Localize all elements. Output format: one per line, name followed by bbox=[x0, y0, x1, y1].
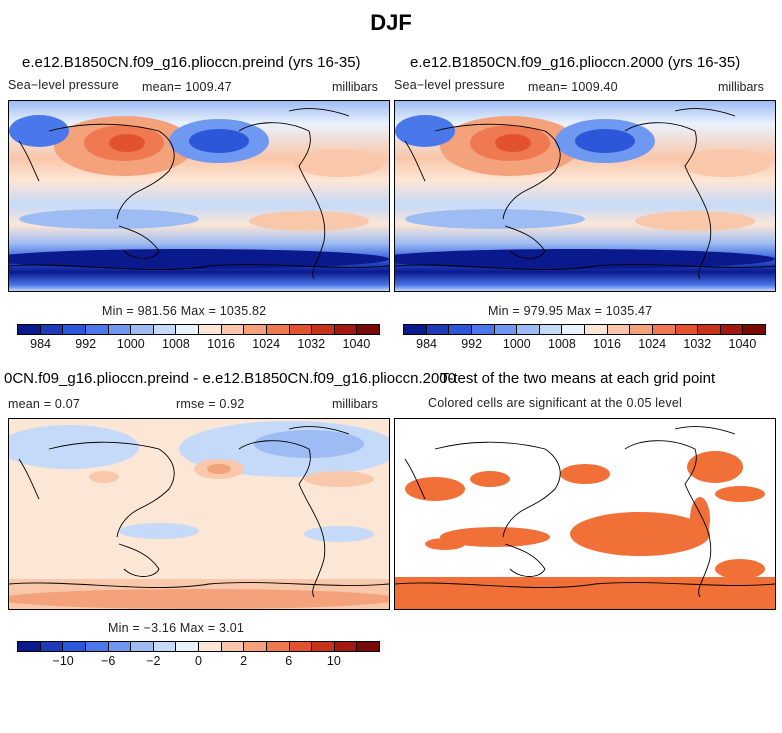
colorbar-box bbox=[199, 642, 222, 651]
panel3-units: millibars bbox=[332, 397, 378, 411]
panel1-title: e.e12.B1850CN.f09_g16.plioccn.preind (yr… bbox=[22, 54, 361, 71]
colorbar-tick-label: 1032 bbox=[297, 337, 326, 351]
panel2-colorbar bbox=[403, 324, 766, 335]
colorbar-box bbox=[221, 642, 245, 651]
panel3-mean: mean = 0.07 bbox=[8, 397, 81, 411]
colorbar-box bbox=[221, 325, 245, 334]
colorbar-tick-label: 1040 bbox=[342, 337, 371, 351]
colorbar-box bbox=[743, 325, 765, 334]
colorbar-box bbox=[585, 325, 608, 334]
colorbar-box bbox=[675, 325, 699, 334]
colorbar-box bbox=[607, 325, 631, 334]
colorbar-box bbox=[40, 325, 64, 334]
colorbar-box bbox=[153, 325, 177, 334]
panel1-variable: Sea−level pressure bbox=[8, 78, 119, 92]
panel3-title: 0CN.f09_g16.plioccn.preind - e.e12.B1850… bbox=[4, 370, 456, 387]
colorbar-tick-label: 0 bbox=[195, 654, 202, 668]
panel1-units: millibars bbox=[332, 80, 378, 94]
colorbar-box bbox=[176, 642, 199, 651]
colorbar-tick-label: 2 bbox=[240, 654, 248, 668]
colorbar-tick-label: 984 bbox=[416, 337, 437, 351]
panel1-mean: mean= 1009.47 bbox=[142, 80, 232, 94]
panel2-variable: Sea−level pressure bbox=[394, 78, 505, 92]
colorbar-box bbox=[517, 325, 540, 334]
colorbar-box bbox=[85, 642, 109, 651]
panel4-map bbox=[394, 418, 776, 610]
colorbar-tick-label: 10 bbox=[326, 654, 341, 668]
colorbar-box bbox=[18, 642, 41, 651]
panel3-rmse: rmse = 0.92 bbox=[176, 397, 245, 411]
panel4-subtitle: Colored cells are significant at the 0.0… bbox=[428, 396, 682, 410]
colorbar-box bbox=[312, 325, 335, 334]
figure-title: DJF bbox=[370, 10, 412, 35]
colorbar-tick-label: 6 bbox=[285, 654, 293, 668]
colorbar-box bbox=[63, 325, 86, 334]
colorbar-box bbox=[334, 642, 358, 651]
colorbar-box bbox=[40, 642, 64, 651]
colorbar-box bbox=[199, 325, 222, 334]
colorbar-box bbox=[426, 325, 450, 334]
panel2-minmax: Min = 979.95 Max = 1035.47 bbox=[488, 304, 653, 318]
colorbar-tick-label: 1024 bbox=[638, 337, 667, 351]
colorbar-box bbox=[357, 642, 379, 651]
colorbar-box bbox=[630, 325, 653, 334]
colorbar-tick-label: −2 bbox=[146, 654, 161, 668]
panel3-map bbox=[8, 418, 390, 610]
colorbar-tick-label: −10 bbox=[52, 654, 74, 668]
colorbar-box bbox=[312, 642, 335, 651]
colorbar-box bbox=[289, 642, 313, 651]
colorbar-box bbox=[471, 325, 495, 334]
panel3-minmax: Min = −3.16 Max = 3.01 bbox=[108, 621, 245, 635]
colorbar-box bbox=[266, 642, 290, 651]
colorbar-tick-label: 984 bbox=[30, 337, 51, 351]
colorbar-tick-label: 1016 bbox=[207, 337, 235, 351]
colorbar-box bbox=[494, 325, 518, 334]
colorbar-box bbox=[698, 325, 721, 334]
colorbar-box bbox=[334, 325, 358, 334]
colorbar-tick-label: 992 bbox=[75, 337, 97, 351]
colorbar-tick-label: −6 bbox=[101, 654, 116, 668]
colorbar-box bbox=[289, 325, 313, 334]
panel1-minmax: Min = 981.56 Max = 1035.82 bbox=[102, 304, 267, 318]
colorbar-box bbox=[652, 325, 676, 334]
colorbar-box bbox=[244, 642, 267, 651]
colorbar-box bbox=[244, 325, 267, 334]
panel3-colorbar bbox=[17, 641, 380, 652]
colorbar-tick-label: 1000 bbox=[502, 337, 531, 351]
colorbar-box bbox=[108, 325, 132, 334]
colorbar-box bbox=[153, 642, 177, 651]
colorbar-box bbox=[266, 325, 290, 334]
colorbar-box bbox=[539, 325, 563, 334]
colorbar-box bbox=[131, 642, 154, 651]
colorbar-tick-label: 1008 bbox=[548, 337, 576, 351]
panel2-map bbox=[394, 100, 776, 292]
colorbar-box bbox=[449, 325, 472, 334]
colorbar-box bbox=[131, 325, 154, 334]
panel2-mean: mean= 1009.40 bbox=[528, 80, 618, 94]
colorbar-box bbox=[404, 325, 427, 334]
colorbar-box bbox=[176, 325, 199, 334]
colorbar-tick-label: 1040 bbox=[728, 337, 757, 351]
colorbar-tick-label: 1008 bbox=[162, 337, 190, 351]
colorbar-tick-label: 1032 bbox=[683, 337, 712, 351]
colorbar-tick-label: 1016 bbox=[593, 337, 621, 351]
panel1-colorbar bbox=[17, 324, 380, 335]
panel2-title: e.e12.B1850CN.f09_g16.plioccn.2000 (yrs … bbox=[410, 54, 741, 71]
colorbar-box bbox=[108, 642, 132, 651]
colorbar-box bbox=[562, 325, 585, 334]
panel4-title: T-test of the two means at each grid poi… bbox=[440, 370, 716, 387]
panel1-map bbox=[8, 100, 390, 292]
colorbar-tick-label: 992 bbox=[461, 337, 483, 351]
colorbar-box bbox=[18, 325, 41, 334]
colorbar-box bbox=[720, 325, 744, 334]
panel2-units: millibars bbox=[718, 80, 764, 94]
colorbar-tick-label: 1000 bbox=[116, 337, 145, 351]
colorbar-box bbox=[85, 325, 109, 334]
colorbar-tick-label: 1024 bbox=[252, 337, 281, 351]
colorbar-box bbox=[63, 642, 86, 651]
colorbar-box bbox=[357, 325, 379, 334]
